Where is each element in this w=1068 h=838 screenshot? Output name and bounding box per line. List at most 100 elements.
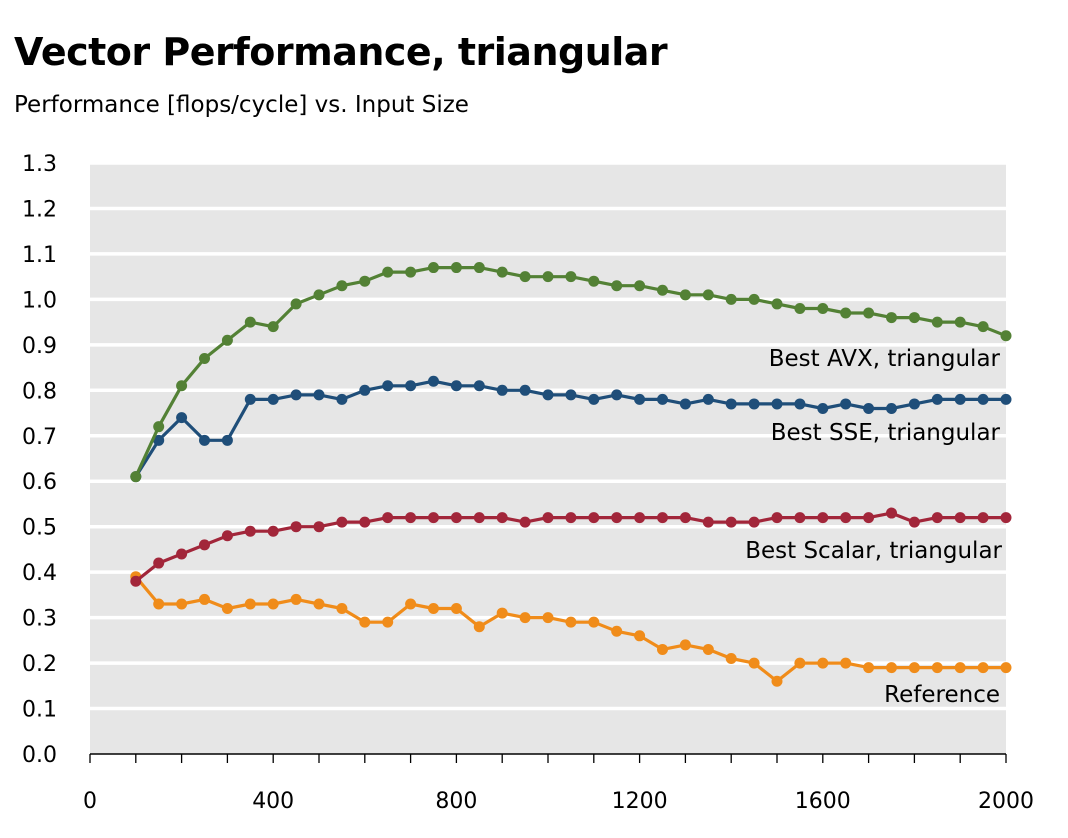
data-point: [657, 512, 668, 524]
data-point: [611, 280, 623, 292]
data-point: [771, 398, 783, 410]
data-point: [977, 393, 989, 405]
data-point: [634, 630, 646, 642]
data-point: [428, 512, 439, 524]
data-point: [863, 402, 875, 414]
data-point: [954, 512, 966, 524]
data-point: [840, 398, 852, 410]
data-point: [450, 380, 462, 392]
data-point: [267, 525, 279, 537]
data-point: [542, 389, 554, 401]
series-label: Best AVX, triangular: [769, 346, 1001, 372]
data-point: [565, 616, 577, 628]
x-tick-label: 800: [435, 789, 477, 814]
y-axis-tick-labels: 0.0 0.1 0.2 0.3 0.4 0.5 0.6 0.7 0.8 0.9 1.0 1.1 1.2 1…: [22, 152, 57, 768]
data-point: [359, 516, 371, 528]
data-point: [313, 289, 325, 301]
series-0: [130, 262, 1012, 483]
data-point: [221, 434, 233, 446]
data-point: [702, 289, 714, 301]
y-tick-label: 0.6: [22, 470, 57, 495]
data-point: [519, 271, 531, 283]
y-tick-label: 0.9: [22, 334, 57, 359]
data-point: [886, 402, 897, 414]
data-point: [863, 512, 875, 524]
y-tick-label: 0.8: [22, 379, 57, 404]
data-point: [588, 393, 600, 405]
data-point: [199, 539, 210, 551]
data-point: [542, 612, 554, 624]
data-point: [336, 393, 348, 405]
series-label: Reference: [884, 682, 1000, 708]
data-point: [244, 316, 256, 328]
data-point: [863, 662, 875, 674]
data-point: [977, 512, 989, 524]
data-point: [840, 657, 852, 669]
data-point: [908, 662, 920, 674]
chart-subtitle: Performance [flops/cycle] vs. Input Size: [14, 92, 469, 118]
data-point: [176, 412, 188, 424]
data-point: [359, 275, 371, 287]
data-point: [657, 284, 668, 296]
series-label: Best Scalar, triangular: [745, 538, 1002, 564]
data-point: [428, 603, 439, 615]
data-point: [771, 298, 783, 310]
data-point: [725, 653, 737, 665]
series-labels: Best AVX, triangular Best SSE, triangular…: [745, 346, 1002, 708]
data-point: [908, 312, 920, 324]
data-point: [565, 271, 577, 283]
data-point: [336, 603, 348, 615]
data-point: [794, 302, 806, 314]
data-point: [840, 307, 852, 319]
data-point: [382, 380, 394, 392]
data-point: [473, 512, 485, 524]
data-point: [954, 316, 966, 328]
x-tick-label: 1600: [795, 789, 851, 814]
data-point: [565, 389, 577, 401]
data-point: [496, 512, 508, 524]
data-point: [840, 512, 852, 524]
chart-title: Vector Performance, triangular: [14, 30, 668, 74]
data-point: [428, 262, 439, 274]
data-point: [473, 380, 485, 392]
data-point: [153, 421, 165, 433]
data-point: [542, 512, 554, 524]
data-point: [817, 657, 829, 669]
y-tick-label: 0.7: [22, 425, 57, 450]
data-point: [588, 616, 600, 628]
data-point: [313, 521, 325, 533]
data-point: [473, 621, 485, 633]
data-point: [359, 384, 371, 396]
data-point: [1000, 512, 1012, 524]
data-point: [702, 643, 714, 655]
data-point: [382, 266, 394, 278]
data-point: [473, 262, 485, 274]
data-point: [634, 512, 646, 524]
data-point: [130, 471, 142, 483]
data-point: [221, 530, 233, 542]
data-point: [336, 280, 348, 292]
data-point: [794, 512, 806, 524]
data-point: [954, 393, 966, 405]
data-point: [771, 675, 783, 687]
data-point: [244, 393, 256, 405]
series-layer: [130, 262, 1012, 687]
data-point: [382, 512, 394, 524]
x-tick-label: 2000: [978, 789, 1034, 814]
x-tick-label: 0: [83, 789, 97, 814]
data-point: [931, 393, 943, 405]
data-point: [519, 516, 531, 528]
data-point: [679, 398, 691, 410]
data-point: [886, 662, 897, 674]
data-point: [931, 662, 943, 674]
x-axis: 0 400 800 1200 1600 2000: [83, 753, 1034, 814]
y-tick-label: 0.5: [22, 516, 57, 541]
data-point: [290, 521, 302, 533]
data-point: [221, 334, 233, 346]
data-point: [336, 516, 348, 528]
data-point: [199, 352, 210, 364]
data-point: [450, 512, 462, 524]
data-point: [405, 512, 417, 524]
data-point: [153, 557, 165, 569]
y-tick-label: 0.2: [22, 652, 57, 677]
